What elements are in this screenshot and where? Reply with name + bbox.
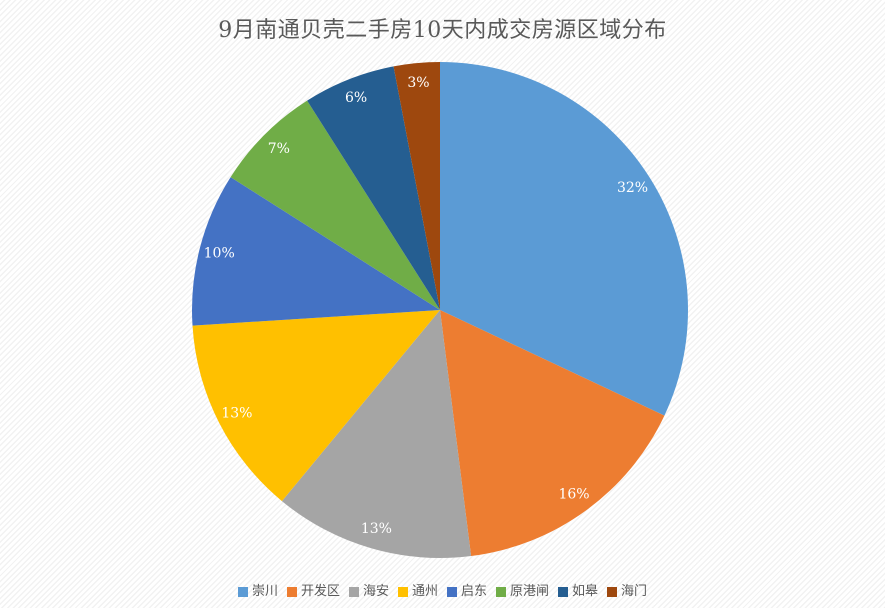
slice-label-2: 16% bbox=[558, 487, 589, 503]
chart-title: 9月南通贝壳二手房10天内成交房源区域分布 bbox=[218, 18, 667, 43]
legend-item-5: 启东 bbox=[447, 585, 487, 598]
pie-slice-6 bbox=[230, 100, 440, 310]
legend-swatch-icon bbox=[348, 586, 359, 597]
pie-slice-3 bbox=[281, 310, 472, 558]
legend-swatch-icon bbox=[447, 586, 457, 597]
legend-swatch-icon bbox=[558, 586, 569, 597]
slice-label-8: 3% bbox=[407, 75, 429, 91]
slice-label-1: 32% bbox=[617, 180, 648, 196]
legend-item-8: 海门 bbox=[607, 585, 647, 598]
pie-slice-5 bbox=[192, 177, 440, 326]
slice-label-7: 6% bbox=[345, 90, 367, 106]
legend-label: 崇川 bbox=[251, 584, 278, 599]
legend-swatch-icon bbox=[496, 586, 507, 597]
pie-slice-8 bbox=[393, 62, 440, 310]
legend-label: 海门 bbox=[621, 584, 648, 599]
legend-item-3: 海安 bbox=[348, 584, 389, 599]
legend-label: 海安 bbox=[362, 584, 389, 599]
legend-label: 如皋 bbox=[572, 584, 599, 599]
pie-slice-1 bbox=[440, 62, 689, 416]
legend: 崇川 开发区 海安 通州 启东 原港闸 如皋 海门 bbox=[0, 585, 885, 598]
slice-label-3: 13% bbox=[361, 521, 392, 537]
legend-item-2: 开发区 bbox=[286, 584, 340, 599]
legend-swatch-icon bbox=[397, 586, 408, 597]
pie-slices bbox=[192, 62, 689, 558]
legend-item-7: 如皋 bbox=[558, 585, 598, 598]
legend-swatch-icon bbox=[237, 586, 248, 597]
legend-item-4: 通州 bbox=[397, 584, 438, 599]
slice-label-5: 10% bbox=[204, 245, 235, 261]
slice-label-6: 7% bbox=[268, 141, 290, 157]
legend-label: 通州 bbox=[411, 584, 438, 599]
legend-swatch-icon bbox=[607, 586, 618, 597]
legend-item-6: 原港闸 bbox=[496, 585, 549, 598]
legend-item-1: 崇川 bbox=[237, 584, 278, 599]
legend-label: 原港闸 bbox=[510, 584, 550, 599]
legend-swatch-icon bbox=[286, 586, 297, 597]
slice-label-4: 13% bbox=[221, 406, 252, 422]
pie-slice-2 bbox=[440, 310, 665, 557]
legend-label: 启东 bbox=[461, 584, 488, 599]
slice-labels: 32% 16% 13% 13% 10% 7% 6% 3% bbox=[204, 75, 648, 537]
pie-slice-7 bbox=[307, 66, 440, 310]
pie-slice-4 bbox=[192, 310, 440, 502]
legend-label: 开发区 bbox=[300, 584, 340, 599]
